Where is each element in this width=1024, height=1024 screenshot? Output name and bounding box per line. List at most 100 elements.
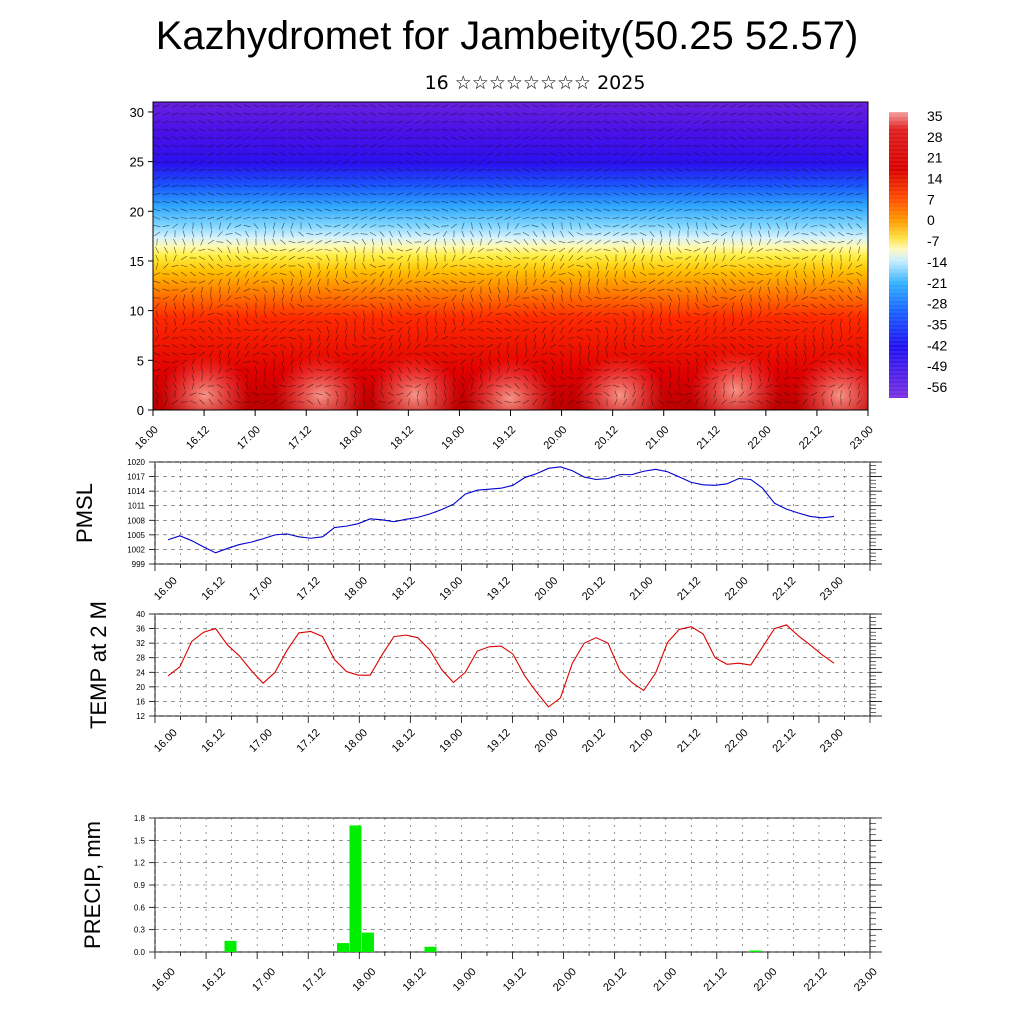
wind-arrow	[837, 231, 845, 237]
wind-arrow	[855, 337, 863, 339]
wind-arrow	[730, 255, 736, 261]
wind-arrow	[740, 294, 744, 302]
wind-arrow	[216, 272, 224, 276]
wind-arrow	[153, 208, 161, 212]
wind-arrow	[776, 350, 780, 358]
wind-arrow	[414, 137, 422, 139]
wind-arrow	[621, 352, 629, 356]
wind-arrow	[855, 375, 863, 381]
wind-arrow	[225, 176, 233, 180]
wind-arrow	[417, 398, 419, 406]
wind-arrow	[576, 176, 584, 180]
wind-arrow	[281, 366, 285, 374]
wind-arrow	[648, 193, 656, 195]
wind-arrow	[504, 176, 512, 180]
wind-arrow	[848, 358, 852, 366]
wind-arrow	[434, 238, 438, 246]
wind-arrow	[585, 200, 593, 204]
wind-arrow	[459, 287, 467, 293]
wind-arrow	[216, 144, 224, 148]
wind-arrow	[585, 129, 593, 131]
wind-arrow	[658, 279, 664, 285]
wind-arrow	[236, 246, 240, 254]
wind-arrow	[297, 104, 305, 108]
wind-arrow	[333, 177, 341, 179]
wind-arrow	[567, 208, 575, 212]
wind-arrow	[577, 247, 583, 253]
wind-arrow	[354, 246, 356, 254]
wind-arrow	[830, 390, 834, 398]
wind-arrow	[289, 271, 295, 277]
wind-arrow	[765, 264, 773, 268]
wind-arrow	[234, 400, 242, 404]
wind-arrow	[180, 200, 188, 204]
wind-arrow	[435, 326, 437, 334]
wind-arrow	[163, 367, 169, 373]
wind-arrow	[423, 152, 431, 156]
wind-arrow	[432, 359, 440, 365]
wind-arrow	[415, 295, 421, 301]
wind-arrow	[441, 273, 449, 275]
wind-arrow	[558, 128, 566, 132]
wind-arrow	[729, 161, 737, 163]
wind-arrow	[414, 120, 422, 124]
wind-arrow	[810, 320, 818, 324]
wind-arrow	[315, 200, 323, 204]
wind-arrow	[702, 184, 710, 188]
wind-arrow	[379, 255, 385, 261]
wind-arrow	[594, 248, 602, 252]
wind-arrow	[234, 232, 242, 236]
wind-arrow	[479, 374, 483, 382]
wind-arrow	[720, 369, 728, 371]
wind-arrow	[415, 246, 421, 254]
wind-arrow	[324, 225, 332, 227]
wind-arrow	[711, 233, 719, 235]
wind-arrow	[198, 113, 206, 115]
wind-arrow	[693, 240, 701, 244]
wind-arrow	[685, 262, 691, 270]
wind-arrow	[441, 360, 449, 364]
wind-arrow	[567, 129, 575, 131]
wind-arrow	[639, 271, 647, 277]
wind-arrow	[504, 401, 512, 403]
wind-arrow	[632, 318, 636, 326]
wind-arrow	[576, 152, 584, 156]
wind-arrow	[577, 383, 583, 389]
wind-arrow	[711, 216, 719, 220]
wind-arrow	[396, 120, 404, 124]
wind-arrow	[478, 351, 484, 357]
wind-arrow	[495, 248, 503, 252]
wind-arrow	[507, 358, 509, 366]
wind-arrow	[244, 278, 250, 286]
wind-arrow	[684, 392, 692, 396]
wind-arrow	[504, 377, 512, 379]
wind-arrow	[846, 273, 854, 275]
wind-arrow	[676, 359, 682, 365]
wind-arrow	[299, 278, 303, 286]
wind-arrow	[549, 112, 557, 116]
wind-arrow	[324, 248, 332, 252]
wind-arrow	[360, 368, 368, 372]
wind-arrow	[282, 350, 284, 358]
wind-arrow	[631, 343, 637, 349]
wind-arrow	[702, 201, 710, 203]
wind-arrow	[632, 262, 636, 270]
wind-arrow	[207, 345, 215, 347]
wind-arrow	[621, 145, 629, 147]
wind-arrow	[738, 104, 746, 108]
wind-arrow	[351, 239, 359, 245]
wind-arrow	[729, 265, 737, 267]
wind-arrow	[801, 160, 809, 164]
wind-arrow	[441, 152, 449, 156]
wind-arrow	[153, 184, 161, 188]
wind-arrow	[360, 137, 368, 139]
wind-arrow	[586, 263, 592, 269]
wind-arrow	[585, 176, 593, 180]
wind-arrow	[603, 160, 611, 164]
wind-arrow	[234, 224, 242, 228]
wind-arrow	[459, 400, 467, 404]
wind-arrow	[720, 121, 728, 123]
wind-arrow	[201, 230, 203, 238]
wind-arrow	[200, 238, 204, 246]
wind-arrow	[468, 344, 476, 348]
